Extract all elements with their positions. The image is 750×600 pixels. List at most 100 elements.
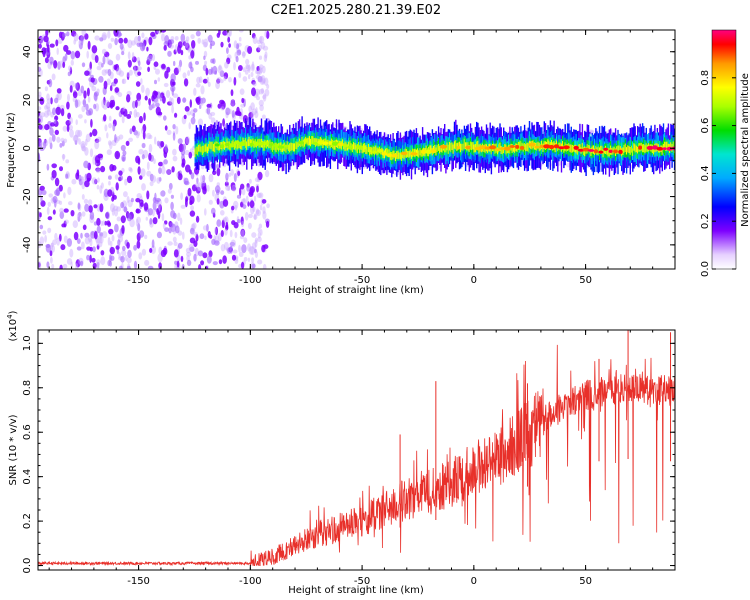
noise-speckle xyxy=(107,140,112,146)
noise-speckle xyxy=(220,106,225,111)
noise-speckle xyxy=(195,233,199,242)
noise-speckle xyxy=(119,265,123,269)
noise-speckle xyxy=(107,237,111,246)
noise-speckle xyxy=(149,173,154,182)
noise-speckle xyxy=(193,108,198,113)
noise-speckle xyxy=(211,207,216,215)
noise-speckle xyxy=(264,88,270,97)
x-tick-label: -100 xyxy=(239,275,262,286)
noise-speckle xyxy=(100,182,104,189)
noise-speckle xyxy=(161,213,165,222)
noise-speckle xyxy=(202,78,208,84)
noise-speckle xyxy=(254,177,260,182)
noise-speckle xyxy=(76,238,81,245)
noise-speckle xyxy=(194,182,200,188)
noise-speckle xyxy=(232,249,238,254)
noise-speckle xyxy=(107,60,114,66)
noise-speckle xyxy=(89,246,93,252)
noise-speckle xyxy=(126,196,130,203)
noise-speckle xyxy=(87,40,91,50)
band-cell xyxy=(349,140,351,150)
noise-speckle xyxy=(63,208,69,213)
band-cell xyxy=(455,140,457,150)
band-core xyxy=(277,145,285,149)
noise-speckle xyxy=(38,43,42,49)
noise-speckle xyxy=(38,91,42,97)
noise-speckle xyxy=(171,87,174,96)
noise-speckle xyxy=(96,259,101,266)
noise-speckle xyxy=(38,153,41,162)
figure-title: C2E1.2025.280.21.39.E02 xyxy=(271,3,441,18)
band-cell xyxy=(287,144,290,151)
noise-speckle xyxy=(93,92,98,101)
noise-speckle xyxy=(66,31,70,37)
noise-speckle xyxy=(133,65,136,74)
noise-speckle xyxy=(220,41,224,48)
band-core xyxy=(362,146,367,150)
noise-speckle xyxy=(218,30,221,36)
noise-speckle xyxy=(227,185,231,191)
band-cell xyxy=(628,145,630,154)
noise-speckle xyxy=(97,177,100,183)
x-tick-label: -50 xyxy=(354,576,370,587)
noise-speckle xyxy=(111,165,117,171)
noise-speckle xyxy=(224,228,228,236)
band-core xyxy=(234,140,240,145)
noise-speckle xyxy=(251,242,257,250)
spectrogram-signal-band xyxy=(194,116,675,180)
band-cell xyxy=(361,145,363,154)
noise-speckle xyxy=(127,59,132,68)
noise-speckle xyxy=(200,175,204,184)
band-cell xyxy=(236,141,238,150)
noise-speckle xyxy=(214,185,221,194)
band-cell xyxy=(417,148,419,157)
band-cell xyxy=(598,147,601,154)
x-tick-label: 0 xyxy=(471,275,477,286)
noise-speckle xyxy=(259,36,263,45)
noise-speckle xyxy=(78,138,81,145)
band-cell xyxy=(547,139,549,147)
noise-speckle xyxy=(214,227,217,234)
noise-speckle xyxy=(71,178,77,185)
noise-speckle xyxy=(146,170,152,177)
noise-speckle xyxy=(141,84,145,94)
band-cell xyxy=(571,145,574,153)
snr-y-axis: 0.0 0.2 0.4 0.6 0.8 1.0 xyxy=(22,335,675,574)
noise-speckle xyxy=(101,48,107,55)
noise-speckle xyxy=(228,76,232,83)
band-cell xyxy=(204,144,206,152)
noise-speckle xyxy=(185,136,191,145)
band-cell xyxy=(371,147,373,156)
noise-speckle xyxy=(104,51,110,58)
noise-speckle xyxy=(219,99,225,105)
noise-speckle xyxy=(233,200,239,209)
spectrogram-x-axis: -150 -100 -50 0 50 xyxy=(48,30,676,286)
noise-speckle xyxy=(251,263,256,269)
noise-speckle xyxy=(186,255,190,262)
noise-speckle xyxy=(86,50,89,59)
noise-speckle xyxy=(144,234,148,240)
band-cell xyxy=(342,139,344,146)
band-cell xyxy=(407,150,409,158)
noise-speckle xyxy=(46,206,50,215)
noise-speckle xyxy=(248,178,252,184)
noise-speckle xyxy=(172,148,177,156)
noise-speckle xyxy=(151,175,157,183)
noise-speckle xyxy=(38,262,41,268)
band-haze xyxy=(589,130,595,135)
noise-speckle xyxy=(121,154,126,162)
noise-speckle xyxy=(236,194,242,199)
noise-speckle xyxy=(39,236,45,245)
noise-speckle xyxy=(175,225,180,234)
noise-speckle xyxy=(66,101,70,110)
noise-speckle xyxy=(197,118,204,126)
noise-speckle xyxy=(255,75,261,80)
noise-speckle xyxy=(101,99,105,109)
band-cell xyxy=(600,145,602,154)
noise-speckle xyxy=(184,106,190,112)
noise-speckle xyxy=(63,235,68,243)
noise-speckle xyxy=(172,124,176,130)
colorbar-tick-label: 0.6 xyxy=(700,118,711,134)
noise-speckle xyxy=(177,64,182,73)
noise-speckle xyxy=(80,176,84,186)
